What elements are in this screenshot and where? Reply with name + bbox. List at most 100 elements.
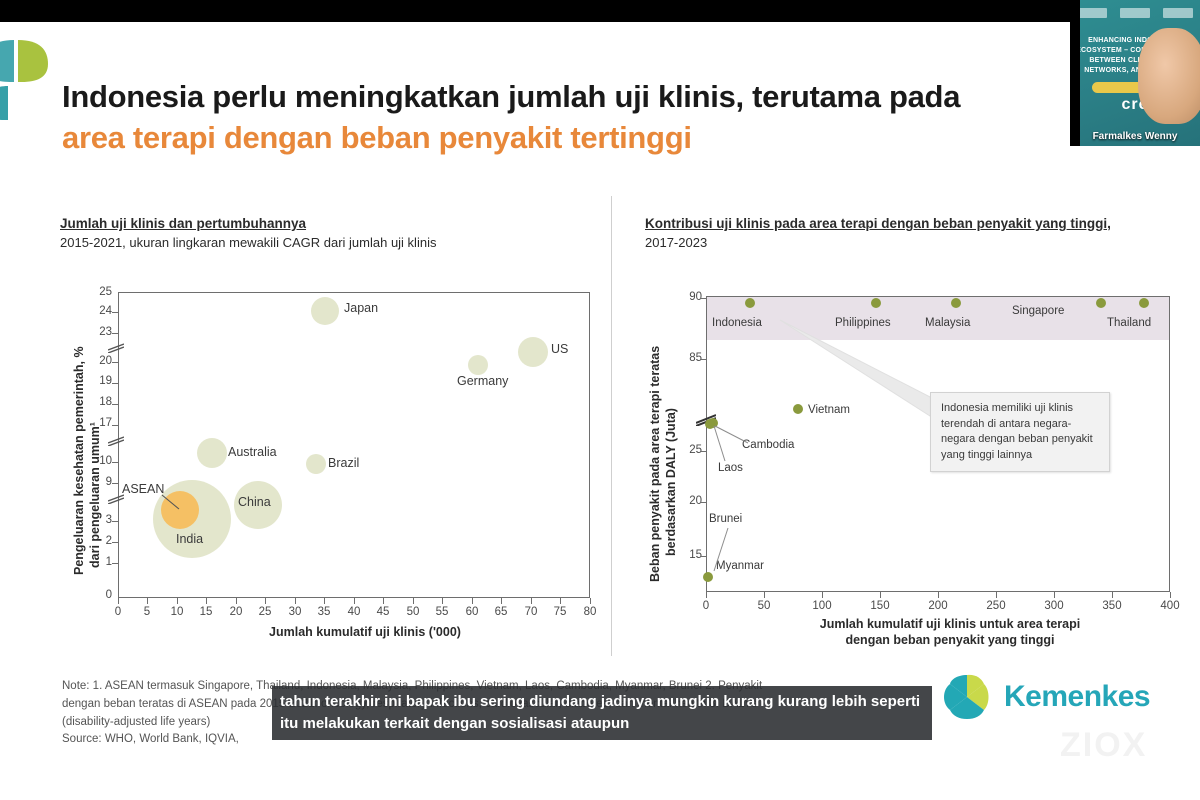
right-ytick-85: 85: [689, 352, 702, 364]
left-ytick-mark: [112, 521, 118, 523]
pip-slide-title: ENHANCING INDONESIA'S ECOSYSTEM – COLLAB…: [1076, 37, 1194, 75]
bubble-label-india: India: [176, 532, 204, 546]
left-ytick-mark: [112, 462, 118, 464]
right-xtick-350: 350: [1102, 600, 1122, 612]
left-xtick-mark: [118, 598, 120, 604]
left-xtick-mark: [295, 598, 297, 604]
left-xtick-0: 0: [114, 606, 122, 618]
footnote-line-3: (disability-adjusted life years): [62, 715, 211, 728]
dot-label-brunei: Brunei: [709, 513, 743, 525]
right-xtick-mark: [938, 592, 940, 598]
ziox-watermark: ZIOX: [1060, 726, 1148, 764]
dot-vietnam: [793, 404, 803, 414]
pip-logo-chip-icon: [1119, 8, 1150, 18]
right-xtick-mark: [822, 592, 824, 598]
right-xtick-mark: [706, 592, 708, 598]
footnote-source: Source: WHO, World Bank, IQVIA,: [62, 733, 239, 746]
right-xtick-400: 400: [1160, 600, 1180, 612]
laos-leader-line: [713, 425, 726, 462]
left-ytick-17: 17: [99, 417, 112, 429]
right-xtick-mark: [880, 592, 882, 598]
slide-title: Indonesia perlu meningkatkan jumlah uji …: [62, 78, 1122, 159]
right-xtick-150: 150: [870, 600, 890, 612]
right-ytick-25: 25: [689, 444, 702, 456]
left-xtick-50: 50: [406, 606, 420, 618]
left-xtick-20: 20: [229, 606, 243, 618]
left-xtick-mark: [560, 598, 562, 604]
dot-thailand: [1139, 298, 1149, 308]
right-xtick-mark: [1054, 592, 1056, 598]
y-axis-break-icon: [108, 343, 124, 353]
y-axis-break-icon: [108, 494, 124, 504]
kemenkes-logo: Kemenkes: [940, 672, 1151, 722]
dot-label-laos: Laos: [718, 462, 743, 474]
participant-avatar: [1138, 28, 1200, 124]
right-y-axis-title-line2: berdasarkan DALY (Juta): [664, 408, 678, 556]
left-xtick-60: 60: [465, 606, 479, 618]
right-ytick-20: 20: [689, 495, 702, 507]
left-ytick-10: 10: [99, 455, 112, 467]
right-ytick-mark: [700, 359, 706, 361]
left-xtick-mark: [354, 598, 356, 604]
right-xtick-50: 50: [757, 600, 771, 612]
left-xtick-mark: [383, 598, 385, 604]
right-y-axis-title-line1: Beban penyakit pada area terapi teratas: [648, 345, 662, 582]
chart-panel-left: Jumlah uji klinis dan pertumbuhannya 201…: [60, 215, 610, 252]
cambodia-leader-line: [714, 425, 749, 444]
dot-label-vietnam: Vietnam: [808, 404, 850, 416]
dot-label-indonesia: Indonesia: [712, 317, 762, 329]
bubble-japan: [311, 297, 339, 325]
chart-panel-right: Kontribusi uji klinis pada area terapi d…: [645, 215, 1190, 252]
left-ytick-mark: [112, 312, 118, 314]
left-xtick-10: 10: [170, 606, 184, 618]
right-ytick-mark: [700, 502, 706, 504]
bubble-us: [518, 337, 548, 367]
left-xtick-30: 30: [288, 606, 302, 618]
left-ytick-25: 25: [99, 286, 112, 298]
right-ytick-mark: [700, 556, 706, 558]
pip-partner-logos: [1070, 4, 1200, 22]
left-ytick-2: 2: [105, 535, 112, 547]
left-xtick-mark: [472, 598, 474, 604]
right-xtick-100: 100: [812, 600, 832, 612]
left-ytick-20: 20: [99, 355, 112, 367]
live-caption-overlay: tahun terakhir ini bapak ibu sering diun…: [272, 686, 932, 740]
title-line-1: Indonesia perlu meningkatkan jumlah uji …: [62, 79, 961, 114]
left-ytick-19: 19: [99, 375, 112, 387]
bubble-label-germany: Germany: [457, 374, 509, 388]
right-x-axis-title-line1: Jumlah kumulatif uji klinis untuk area t…: [819, 617, 1081, 631]
right-ytick-90: 90: [689, 291, 702, 303]
participant-name-label: Farmalkes Wenny: [1092, 131, 1178, 142]
left-xtick-mark: [531, 598, 533, 604]
dot-label-philippines: Philippines: [835, 317, 891, 329]
right-ytick-mark: [700, 451, 706, 453]
left-xtick-mark: [206, 598, 208, 604]
left-ytick-9: 9: [105, 476, 112, 488]
left-ytick-0: 0: [105, 589, 112, 601]
left-xtick-mark: [236, 598, 238, 604]
left-xtick-mark: [324, 598, 326, 604]
kemenkes-wordmark: Kemenkes: [1004, 680, 1151, 713]
top-black-bar: [0, 0, 1070, 22]
left-xtick-25: 25: [258, 606, 272, 618]
dot-label-thailand: Thailand: [1107, 317, 1152, 329]
bubble-china: [234, 481, 282, 529]
left-xtick-mark: [147, 598, 149, 604]
left-ytick-mark: [112, 333, 118, 335]
right-xtick-mark: [764, 592, 766, 598]
left-xtick-65: 65: [494, 606, 508, 618]
webcam-pip-panel[interactable]: ENHANCING INDONESIA'S ECOSYSTEM – COLLAB…: [1070, 0, 1200, 146]
right-ytick-15: 15: [689, 549, 702, 561]
right-xtick-300: 300: [1044, 600, 1064, 612]
asean-leader-line: [161, 494, 180, 510]
left-chart-title: Jumlah uji klinis dan pertumbuhannya: [60, 216, 307, 231]
bubble-label-australia: Australia: [228, 445, 277, 459]
dot-laos: [705, 419, 715, 429]
right-ytick-mark: [700, 298, 706, 300]
dot-label-cambodia: Cambodia: [742, 439, 795, 451]
left-ytick-24: 24: [99, 305, 112, 317]
bubble-germany: [468, 355, 488, 375]
dot-label-malaysia: Malaysia: [925, 317, 971, 329]
left-xtick-40: 40: [347, 606, 361, 618]
